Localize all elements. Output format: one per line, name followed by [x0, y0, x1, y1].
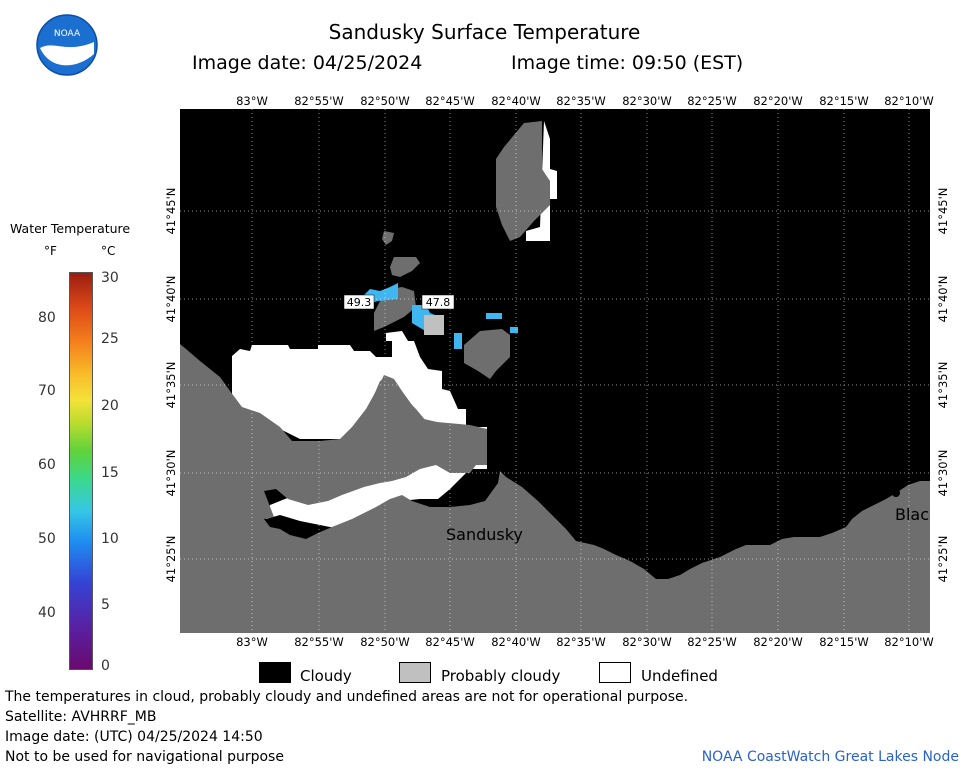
- lon-label: 82°55'W: [294, 635, 344, 649]
- lon-label: 82°35'W: [556, 94, 606, 108]
- temp-label-49: 49.3: [347, 296, 372, 309]
- disclaimer: The temperatures in cloud, probably clou…: [5, 689, 689, 705]
- lon-label: 82°15'W: [819, 635, 869, 649]
- noaa-credit: NOAA CoastWatch Great Lakes Node: [701, 749, 959, 765]
- temp-label-47: 47.8: [426, 296, 451, 309]
- lat-label: 41°30'N: [936, 450, 950, 497]
- probably-cloudy-label: Probably cloudy: [441, 667, 561, 685]
- lat-label: 41°25'N: [164, 536, 178, 583]
- legend-title: Water Temperature: [10, 221, 131, 236]
- satellite-info: Satellite: AVHRRF_MB: [5, 709, 157, 725]
- lat-label: 41°45'N: [936, 188, 950, 235]
- lon-label: 82°35'W: [556, 635, 606, 649]
- lon-label: 82°25'W: [687, 635, 737, 649]
- lon-label: 82°50'W: [360, 635, 410, 649]
- lon-label: 82°55'W: [294, 94, 344, 108]
- lat-label: 41°40'N: [936, 276, 950, 323]
- lon-label: 82°40'W: [491, 94, 541, 108]
- water-temp-patch: [454, 333, 462, 349]
- unit-celsius: °C: [101, 244, 116, 258]
- c-tick: 0: [101, 658, 110, 674]
- bass-island: [464, 329, 510, 379]
- lon-label: 82°45'W: [425, 635, 475, 649]
- lon-label: 82°20'W: [753, 94, 803, 108]
- undefined-label: Undefined: [641, 667, 718, 685]
- lat-label: 41°40'N: [164, 276, 178, 323]
- lon-label: 82°50'W: [360, 94, 410, 108]
- f-tick: 40: [38, 605, 56, 621]
- nav-warning: Not to be used for navigational purpose: [5, 749, 284, 765]
- water-temp-patch: [510, 327, 518, 333]
- water-temp-patch: [486, 313, 502, 319]
- undefined-swatch: [599, 662, 631, 683]
- city-marker: [892, 489, 900, 497]
- bottom-longitude-axis: 83°W 82°55'W 82°50'W 82°45'W 82°40'W 82°…: [236, 635, 934, 649]
- place-sandusky: Sandusky: [446, 525, 523, 544]
- image-date: Image date: 04/25/2024: [192, 52, 423, 74]
- temperature-map: 49.3 47.8 Sandusky Blac: [180, 109, 930, 633]
- top-longitude-axis: 83°W 82°55'W 82°50'W 82°45'W 82°40'W 82°…: [236, 94, 934, 108]
- noaa-logo: NOAA: [36, 14, 98, 76]
- graticule: [180, 109, 930, 633]
- temp-label-box: [343, 294, 375, 310]
- land-peninsula: [250, 377, 487, 495]
- lon-label: 82°10'W: [884, 635, 934, 649]
- f-tick: 70: [38, 383, 56, 399]
- lon-label: 82°40'W: [491, 635, 541, 649]
- lat-label: 41°30'N: [164, 450, 178, 497]
- lon-label: 82°15'W: [819, 94, 869, 108]
- probably-cloudy-area: [424, 315, 444, 335]
- lon-label: 82°45'W: [425, 94, 475, 108]
- cloudy-label: Cloudy: [300, 667, 352, 685]
- map-title: Sandusky Surface Temperature: [328, 20, 641, 44]
- lon-label: 82°30'W: [622, 635, 672, 649]
- lat-label: 41°25'N: [936, 536, 950, 583]
- c-tick: 5: [101, 597, 110, 613]
- f-tick: 80: [38, 310, 56, 326]
- lat-label: 41°35'N: [936, 362, 950, 409]
- lon-label: 83°W: [236, 94, 268, 108]
- image-time: Image time: 09:50 (EST): [511, 52, 744, 74]
- lon-label: 82°25'W: [687, 94, 737, 108]
- left-latitude-axis: 41°45'N 41°40'N 41°35'N 41°30'N 41°25'N: [164, 188, 178, 583]
- right-latitude-axis: 41°45'N 41°40'N 41°35'N 41°30'N 41°25'N: [936, 188, 950, 583]
- logo-text: NOAA: [54, 29, 81, 39]
- c-tick: 10: [101, 531, 119, 547]
- temp-label-box: [421, 294, 455, 310]
- undefined-area: [526, 121, 557, 241]
- bass-island: [390, 257, 420, 277]
- f-tick: 50: [38, 531, 56, 547]
- cloudy-swatch: [259, 662, 291, 683]
- c-tick: 30: [101, 270, 119, 286]
- lon-label: 82°20'W: [753, 635, 803, 649]
- c-tick: 15: [101, 465, 119, 481]
- lat-label: 41°35'N: [164, 362, 178, 409]
- probably-cloudy-swatch: [399, 662, 431, 683]
- lat-label: 41°45'N: [164, 188, 178, 235]
- lon-label: 82°30'W: [622, 94, 672, 108]
- c-tick: 20: [101, 398, 119, 414]
- unit-fahrenheit: °F: [44, 244, 57, 258]
- f-tick: 60: [38, 457, 56, 473]
- c-tick: 25: [101, 331, 119, 347]
- lon-label: 82°10'W: [884, 94, 934, 108]
- lon-label: 83°W: [236, 635, 268, 649]
- temperature-colorbar: [69, 272, 93, 670]
- utc-date: Image date: (UTC) 04/25/2024 14:50: [5, 729, 263, 745]
- place-blac: Blac: [895, 505, 929, 524]
